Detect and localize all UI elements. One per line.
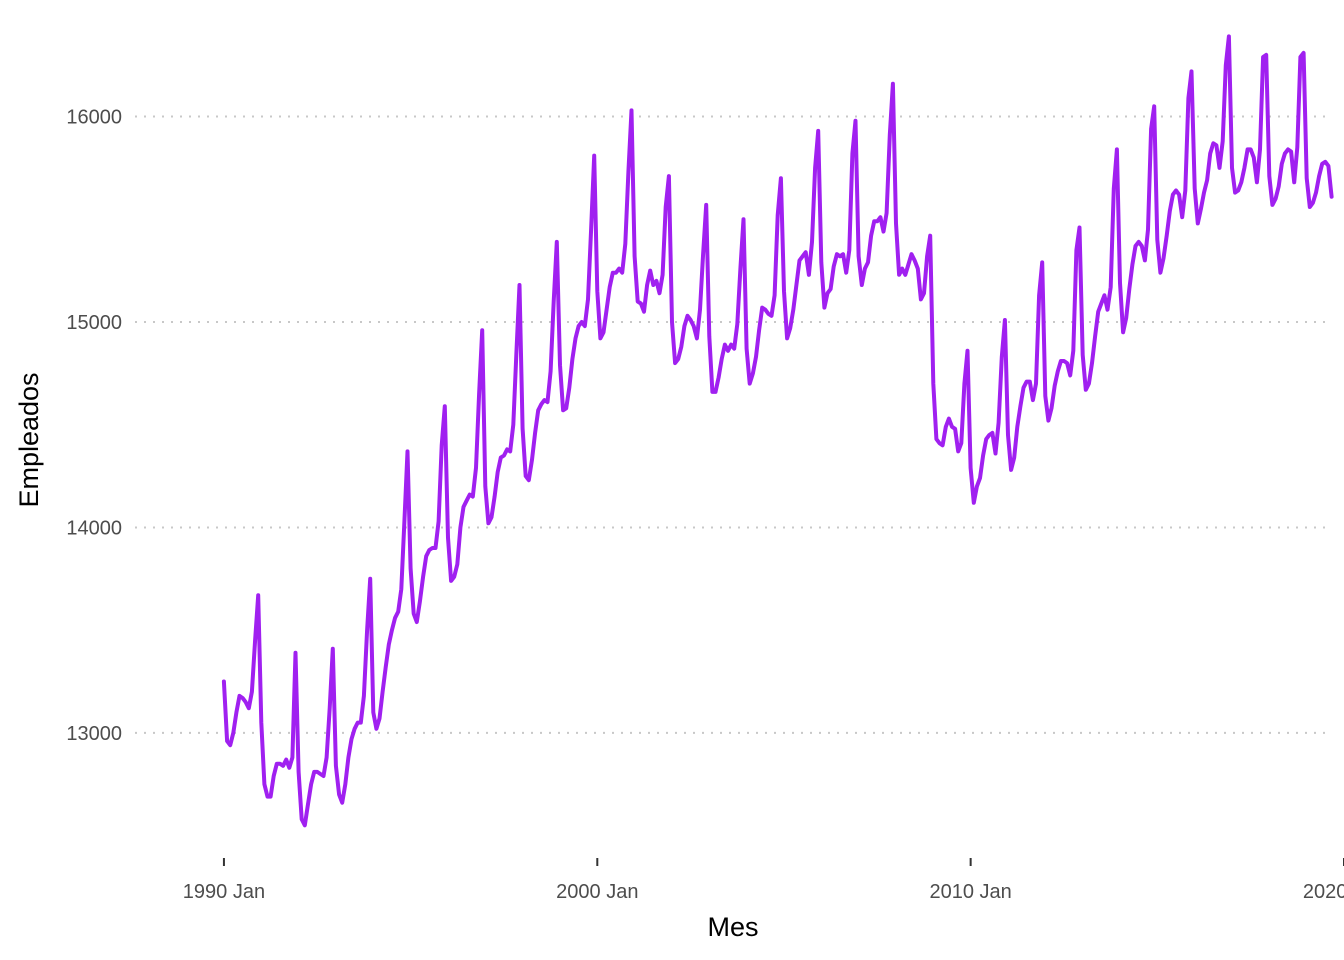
y-axis: 13000 14000 15000 16000 bbox=[66, 107, 122, 745]
x-axis: 1990 Jan 2000 Jan 2010 Jan 2020 Jan bbox=[183, 858, 1344, 903]
x-tick-label: 1990 Jan bbox=[183, 881, 265, 903]
y-tick-label: 13000 bbox=[66, 723, 122, 745]
x-tick-label: 2000 Jan bbox=[556, 881, 638, 903]
x-tick-label: 2020 Jan bbox=[1303, 881, 1344, 903]
x-tick-label: 2010 Jan bbox=[929, 881, 1011, 903]
series-line-empleados bbox=[221, 34, 1334, 828]
x-axis-title: Mes bbox=[707, 912, 758, 942]
y-tick-label: 16000 bbox=[66, 107, 122, 129]
gridlines bbox=[135, 115, 1325, 734]
y-tick-label: 14000 bbox=[66, 517, 122, 539]
y-axis-title: Empleados bbox=[14, 372, 44, 507]
y-tick-label: 15000 bbox=[66, 312, 122, 334]
